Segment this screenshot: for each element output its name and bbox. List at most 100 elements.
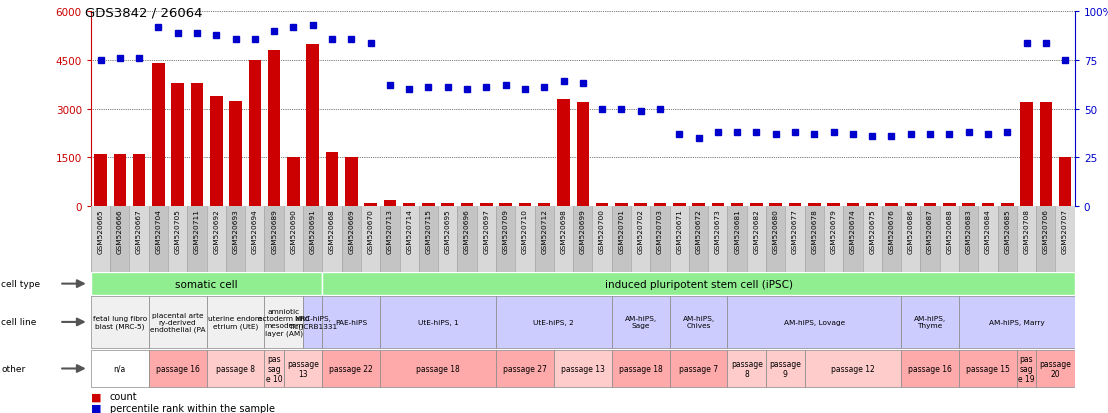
- Bar: [557, 100, 570, 206]
- Bar: [654, 203, 666, 206]
- Bar: [419, 206, 438, 273]
- Text: passage 7: passage 7: [679, 364, 718, 373]
- Bar: [940, 206, 960, 273]
- Text: passage 15: passage 15: [966, 364, 1009, 373]
- Bar: [461, 203, 473, 206]
- Bar: [882, 206, 901, 273]
- Bar: [1039, 103, 1053, 206]
- Bar: [924, 203, 936, 206]
- Bar: [728, 350, 766, 387]
- Text: passage 27: passage 27: [503, 364, 547, 373]
- Bar: [500, 203, 512, 206]
- Text: uterine endom
etrium (UtE): uterine endom etrium (UtE): [208, 316, 263, 329]
- Bar: [885, 203, 897, 206]
- Bar: [824, 206, 843, 273]
- Text: GSM520667: GSM520667: [136, 209, 142, 253]
- Text: GSM520675: GSM520675: [869, 209, 875, 253]
- Bar: [804, 206, 824, 273]
- Bar: [148, 350, 206, 387]
- Text: passage
20: passage 20: [1039, 359, 1071, 378]
- Text: GSM520674: GSM520674: [850, 209, 855, 253]
- Text: GSM520688: GSM520688: [946, 209, 953, 253]
- Bar: [728, 206, 747, 273]
- Bar: [669, 206, 689, 273]
- Bar: [403, 203, 416, 206]
- Bar: [245, 206, 265, 273]
- Text: passage 8: passage 8: [216, 364, 255, 373]
- Text: GSM520690: GSM520690: [290, 209, 297, 253]
- Text: PAE-hiPS: PAE-hiPS: [336, 319, 368, 325]
- Bar: [960, 297, 1075, 348]
- Text: GSM520671: GSM520671: [676, 209, 683, 253]
- Text: GSM520706: GSM520706: [1043, 209, 1049, 253]
- Text: GSM520670: GSM520670: [368, 209, 373, 253]
- Bar: [750, 203, 762, 206]
- Bar: [345, 158, 358, 206]
- Bar: [422, 203, 434, 206]
- Text: GSM520673: GSM520673: [715, 209, 721, 253]
- Bar: [265, 206, 284, 273]
- Bar: [206, 350, 265, 387]
- Bar: [211, 97, 223, 206]
- Bar: [596, 203, 608, 206]
- Bar: [960, 206, 978, 273]
- Text: AM-hiPS, Marry: AM-hiPS, Marry: [989, 319, 1045, 325]
- Text: AM-hiPS,
Thyme: AM-hiPS, Thyme: [914, 316, 946, 329]
- Text: somatic cell: somatic cell: [175, 279, 238, 289]
- Text: GSM520709: GSM520709: [503, 209, 509, 253]
- Bar: [534, 206, 554, 273]
- Bar: [692, 203, 705, 206]
- Bar: [708, 206, 728, 273]
- Text: GSM520685: GSM520685: [1004, 209, 1010, 253]
- Bar: [997, 206, 1017, 273]
- Bar: [963, 203, 975, 206]
- Bar: [304, 297, 322, 348]
- Bar: [786, 206, 804, 273]
- Bar: [496, 206, 515, 273]
- Bar: [361, 206, 380, 273]
- Text: GSM520687: GSM520687: [927, 209, 933, 253]
- Text: fetal lung fibro
blast (MRC-5): fetal lung fibro blast (MRC-5): [93, 316, 147, 329]
- Text: passage 12: passage 12: [831, 364, 875, 373]
- Text: GSM520668: GSM520668: [329, 209, 335, 253]
- Text: passage
9: passage 9: [769, 359, 801, 378]
- Bar: [978, 206, 997, 273]
- Bar: [612, 350, 669, 387]
- Bar: [94, 155, 106, 206]
- Text: passage 13: passage 13: [561, 364, 605, 373]
- Text: GSM520702: GSM520702: [638, 209, 644, 253]
- Bar: [130, 206, 148, 273]
- Bar: [635, 203, 647, 206]
- Bar: [554, 206, 573, 273]
- Text: GSM520713: GSM520713: [387, 209, 393, 253]
- Text: GSM520711: GSM520711: [194, 209, 199, 253]
- Text: GSM520694: GSM520694: [252, 209, 258, 253]
- Bar: [669, 350, 728, 387]
- Text: induced pluripotent stem cell (iPSC): induced pluripotent stem cell (iPSC): [605, 279, 792, 289]
- Text: GSM520695: GSM520695: [444, 209, 451, 253]
- Bar: [206, 206, 226, 273]
- Bar: [650, 206, 669, 273]
- Bar: [380, 297, 496, 348]
- Bar: [496, 297, 612, 348]
- Bar: [632, 206, 650, 273]
- Text: GSM520693: GSM520693: [233, 209, 238, 253]
- Bar: [515, 206, 534, 273]
- Bar: [304, 206, 322, 273]
- Bar: [862, 206, 882, 273]
- Text: passage 18: passage 18: [618, 364, 663, 373]
- Text: count: count: [110, 392, 137, 401]
- Text: AM-hiPS, Lovage: AM-hiPS, Lovage: [783, 319, 845, 325]
- Text: GSM520669: GSM520669: [348, 209, 355, 253]
- Bar: [172, 83, 184, 206]
- Text: GSM520672: GSM520672: [696, 209, 701, 253]
- Text: AM-hiPS,
Sage: AM-hiPS, Sage: [625, 316, 657, 329]
- Text: GSM520705: GSM520705: [175, 209, 181, 253]
- Bar: [265, 297, 304, 348]
- Bar: [365, 203, 377, 206]
- Text: GSM520699: GSM520699: [579, 209, 586, 253]
- Bar: [766, 206, 786, 273]
- Bar: [148, 206, 168, 273]
- Text: GSM520712: GSM520712: [541, 209, 547, 253]
- Bar: [519, 203, 531, 206]
